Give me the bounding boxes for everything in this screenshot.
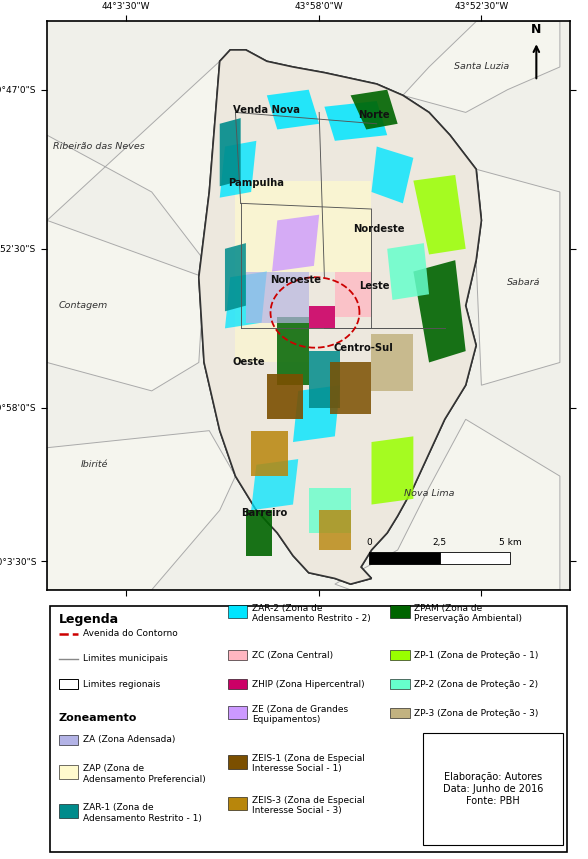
- FancyBboxPatch shape: [390, 650, 410, 660]
- Polygon shape: [246, 271, 309, 323]
- Polygon shape: [225, 271, 267, 328]
- Polygon shape: [372, 436, 413, 504]
- Polygon shape: [413, 175, 466, 254]
- Polygon shape: [335, 419, 560, 590]
- Polygon shape: [220, 118, 240, 186]
- Text: ZAP (Zona de
Adensamento Preferencial): ZAP (Zona de Adensamento Preferencial): [83, 765, 205, 783]
- Polygon shape: [251, 430, 288, 476]
- Polygon shape: [309, 488, 350, 533]
- Polygon shape: [199, 50, 482, 584]
- FancyBboxPatch shape: [228, 650, 248, 660]
- Text: Limites municipais: Limites municipais: [83, 655, 168, 663]
- Text: Norte: Norte: [358, 110, 390, 120]
- Polygon shape: [350, 89, 397, 130]
- FancyBboxPatch shape: [59, 765, 78, 778]
- Text: Oeste: Oeste: [232, 357, 265, 368]
- Polygon shape: [267, 89, 319, 130]
- Text: Elaboração: Autores
Data: Junho de 2016
Fonte: PBH: Elaboração: Autores Data: Junho de 2016 …: [443, 772, 543, 806]
- Text: 2,5: 2,5: [432, 539, 447, 547]
- Polygon shape: [235, 271, 309, 362]
- FancyBboxPatch shape: [59, 804, 78, 818]
- FancyBboxPatch shape: [390, 679, 410, 689]
- Polygon shape: [47, 221, 204, 391]
- Polygon shape: [47, 21, 570, 590]
- Text: Limites regionais: Limites regionais: [83, 679, 160, 689]
- Text: ZP-1 (Zona de Proteção - 1): ZP-1 (Zona de Proteção - 1): [414, 650, 538, 660]
- FancyBboxPatch shape: [228, 679, 248, 689]
- Text: Legenda: Legenda: [59, 613, 119, 626]
- FancyBboxPatch shape: [49, 606, 567, 852]
- Polygon shape: [387, 243, 429, 300]
- Text: Ibirité: Ibirité: [81, 460, 108, 469]
- Text: Avenida do Contorno: Avenida do Contorno: [83, 629, 178, 638]
- Polygon shape: [403, 21, 560, 113]
- Text: ZAR-2 (Zona de
Adensamento Restrito - 2): ZAR-2 (Zona de Adensamento Restrito - 2): [252, 604, 370, 623]
- Polygon shape: [476, 169, 560, 385]
- Text: ZEIS-3 (Zona de Especial
Interesse Social - 3): ZEIS-3 (Zona de Especial Interesse Socia…: [252, 795, 365, 815]
- Polygon shape: [199, 50, 482, 584]
- Polygon shape: [413, 260, 466, 362]
- Text: Noroeste: Noroeste: [270, 275, 321, 285]
- Text: ZA (Zona Adensada): ZA (Zona Adensada): [83, 735, 175, 744]
- Text: ZC (Zona Central): ZC (Zona Central): [252, 650, 333, 660]
- Bar: [369, 551, 440, 564]
- FancyBboxPatch shape: [390, 709, 410, 718]
- Text: 0: 0: [366, 539, 372, 547]
- Polygon shape: [267, 374, 303, 419]
- Polygon shape: [335, 271, 372, 317]
- Text: Barreiro: Barreiro: [241, 508, 288, 518]
- Polygon shape: [372, 147, 413, 204]
- Polygon shape: [220, 141, 256, 198]
- Polygon shape: [278, 317, 309, 385]
- Text: Contagem: Contagem: [59, 302, 108, 310]
- Bar: [440, 551, 510, 564]
- Polygon shape: [309, 306, 335, 328]
- Text: Nova Lima: Nova Lima: [404, 489, 455, 497]
- Polygon shape: [325, 101, 387, 141]
- Text: ZHIP (Zona Hipercentral): ZHIP (Zona Hipercentral): [252, 679, 365, 689]
- FancyBboxPatch shape: [228, 605, 248, 618]
- Polygon shape: [225, 243, 246, 311]
- Polygon shape: [47, 50, 246, 260]
- Text: Venda Nova: Venda Nova: [233, 105, 300, 114]
- Polygon shape: [272, 215, 319, 271]
- Polygon shape: [235, 180, 372, 271]
- Polygon shape: [330, 362, 372, 414]
- FancyBboxPatch shape: [59, 735, 78, 745]
- Text: Santa Luzia: Santa Luzia: [454, 63, 509, 71]
- Polygon shape: [47, 430, 235, 590]
- Text: 5 km: 5 km: [499, 539, 522, 547]
- Text: N: N: [531, 22, 542, 36]
- Text: ZE (Zona de Grandes
Equipamentos): ZE (Zona de Grandes Equipamentos): [252, 705, 348, 724]
- Text: ZAR-1 (Zona de
Adensamento Restrito - 1): ZAR-1 (Zona de Adensamento Restrito - 1): [83, 803, 202, 823]
- Text: Sabará: Sabará: [506, 278, 540, 288]
- FancyBboxPatch shape: [228, 706, 248, 719]
- Text: Nordeste: Nordeste: [353, 224, 405, 234]
- Text: Leste: Leste: [359, 281, 389, 290]
- FancyBboxPatch shape: [390, 605, 410, 618]
- Polygon shape: [251, 459, 298, 510]
- Polygon shape: [319, 510, 350, 550]
- Text: Pampulha: Pampulha: [228, 179, 285, 188]
- Text: ZP-2 (Zona de Proteção - 2): ZP-2 (Zona de Proteção - 2): [414, 679, 538, 689]
- Text: ZP-3 (Zona de Proteção - 3): ZP-3 (Zona de Proteção - 3): [414, 709, 538, 718]
- Polygon shape: [293, 385, 340, 442]
- FancyBboxPatch shape: [228, 797, 248, 810]
- Text: Centro-Sul: Centro-Sul: [334, 344, 393, 353]
- Polygon shape: [309, 351, 340, 408]
- Text: ZEIS-1 (Zona de Especial
Interesse Social - 1): ZEIS-1 (Zona de Especial Interesse Socia…: [252, 754, 365, 773]
- Text: Ribeirão das Neves: Ribeirão das Neves: [54, 142, 145, 151]
- Text: ZPAM (Zona de
Preservação Ambiental): ZPAM (Zona de Preservação Ambiental): [414, 604, 522, 623]
- Text: Zoneamento: Zoneamento: [59, 713, 137, 723]
- FancyBboxPatch shape: [423, 734, 563, 844]
- FancyBboxPatch shape: [59, 679, 78, 689]
- Polygon shape: [246, 510, 272, 556]
- Polygon shape: [372, 334, 413, 391]
- FancyBboxPatch shape: [228, 755, 248, 769]
